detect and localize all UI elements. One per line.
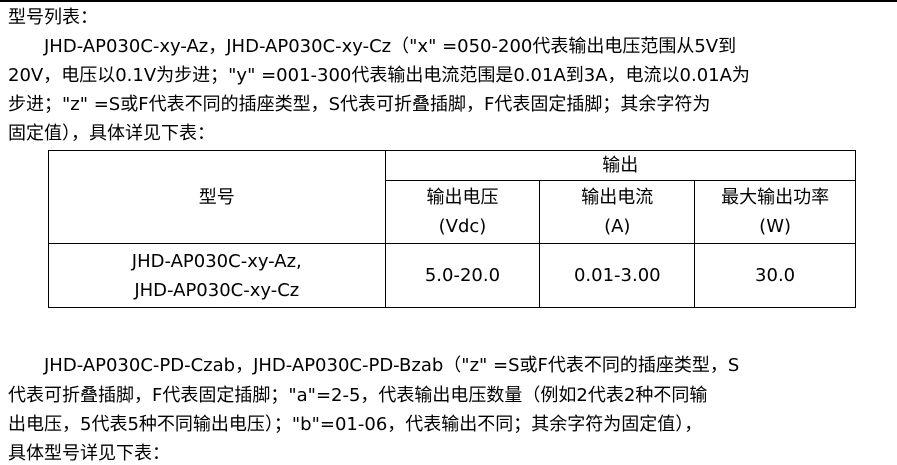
output-header: 输出 <box>384 150 857 181</box>
paragraph1-line: 步进；"z" =S或F代表不同的插座类型，S代表可折叠插脚，F代表固定插脚；其余… <box>8 94 711 115</box>
model-cell: JHD-AP030C-xy-Az, JHD-AP030C-xy-Cz <box>48 243 386 308</box>
model-header: 型号 <box>48 150 386 244</box>
paragraph1-line: JHD-AP030C-xy-Az，JHD-AP030C-xy-Cz（"x" =0… <box>8 36 737 57</box>
power-cell: 30.0 <box>694 243 856 308</box>
voltage-header: 输出电压 (Vdc) <box>384 180 541 244</box>
model-table: 型号 输出 输出电压 (Vdc) 输出电流 (A) 最大输出功率 (W) JHD-AP… <box>48 150 857 308</box>
top-border <box>0 0 897 2</box>
power-header: 最大输出功率 (W) <box>694 180 856 244</box>
voltage-cell: 5.0-20.0 <box>384 243 541 308</box>
section-heading: 型号列表： <box>8 7 98 28</box>
current-header: 输出电流 (A) <box>539 180 696 244</box>
paragraph2-line: 出电压，5代表5种不同输出电压）；"b"=01-06，代表输出不同；其余字符为固… <box>8 414 703 435</box>
paragraph2-line: JHD-AP030C-PD-Czab，JHD-AP030C-PD-Bzab（"z… <box>8 355 740 376</box>
table-row: JHD-AP030C-xy-Az, JHD-AP030C-xy-Cz 5.0-20… <box>48 243 856 308</box>
paragraph1-line: 20V，电压以0.1V为步进；"y" =001-300代表输出电流范围是0.01… <box>8 65 750 86</box>
paragraph2-line: 具体型号详见下表： <box>8 443 170 464</box>
paragraph1-line: 固定值），具体详见下表： <box>8 123 215 144</box>
paragraph2-line: 代表可折叠插脚，F代表固定插脚；"a"=2-5，代表输出电压数量（例如2代表2种… <box>8 385 708 406</box>
current-cell: 0.01-3.00 <box>539 243 696 308</box>
